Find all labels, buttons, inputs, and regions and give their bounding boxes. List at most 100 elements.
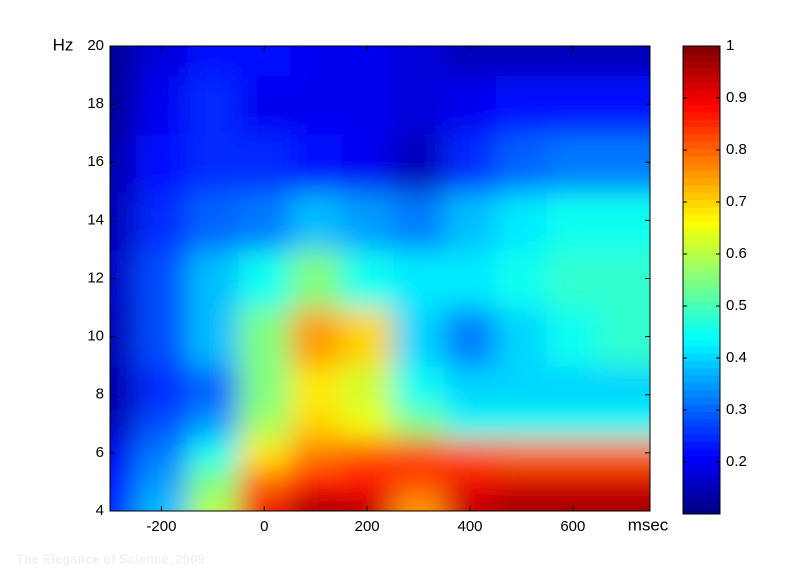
contour-cell xyxy=(238,365,291,411)
colorbar-swatch xyxy=(683,155,720,164)
contour-cell xyxy=(110,409,137,440)
colorbar-swatch xyxy=(683,258,720,266)
contour-cell xyxy=(341,191,394,251)
contour-cell xyxy=(238,133,291,193)
contour-cell xyxy=(187,409,240,440)
contour-cell xyxy=(444,307,497,367)
contour-cell xyxy=(495,496,549,511)
colorbar-swatch xyxy=(683,462,720,471)
colorbar-swatch xyxy=(683,53,720,62)
colorbar-swatch xyxy=(683,433,720,442)
contour-cell xyxy=(290,191,343,251)
colorbar-swatch xyxy=(683,360,720,369)
colorbar-swatch xyxy=(683,104,720,113)
contour-cell xyxy=(341,438,394,469)
colorbar-swatch xyxy=(683,214,720,222)
contour-cell xyxy=(135,409,189,440)
contour-cell xyxy=(392,438,446,469)
colorbar-swatch xyxy=(683,265,720,274)
watermark: The Elegance of Science, 2009 xyxy=(16,551,205,566)
contour-cell xyxy=(598,75,650,135)
contour-cell xyxy=(392,496,446,511)
contour-plot xyxy=(110,46,650,511)
x-axis-label: msec xyxy=(628,515,669,534)
contour-cell xyxy=(187,496,240,511)
y-tick-label: 12 xyxy=(87,269,104,286)
x-tick-label: 400 xyxy=(457,518,482,535)
contour-cell xyxy=(290,496,343,511)
contour-cell xyxy=(444,496,497,511)
contour-cell xyxy=(187,75,240,135)
contour-cell xyxy=(444,249,497,309)
contour-cell xyxy=(598,365,650,411)
colorbar-swatch xyxy=(683,67,720,76)
contour-cell xyxy=(444,467,497,498)
colorbar-swatch xyxy=(683,177,720,186)
colorbar-swatch xyxy=(683,477,720,486)
colorbar-swatch xyxy=(683,301,720,310)
contour-cell xyxy=(598,133,650,193)
contour-cell xyxy=(598,46,650,77)
colorbar-swatch xyxy=(683,345,720,354)
contour-cell xyxy=(495,46,549,77)
contour-cell xyxy=(135,46,189,77)
contour-cell xyxy=(238,438,291,469)
colorbar-swatch xyxy=(683,228,720,237)
contour-cell xyxy=(547,249,600,309)
colorbar-swatch xyxy=(683,506,720,515)
contour-cell xyxy=(547,496,600,511)
colorbar-swatch xyxy=(683,89,720,98)
contour-cell xyxy=(290,467,343,498)
contour-cell xyxy=(495,249,549,309)
contour-cell xyxy=(187,46,240,77)
colorbar-swatch xyxy=(683,499,720,508)
contour-cell xyxy=(135,249,189,309)
contour-cell xyxy=(444,191,497,251)
contour-cell xyxy=(187,365,240,411)
colorbar-frame xyxy=(682,45,721,515)
colorbar-swatch xyxy=(683,199,720,208)
colorbar-swatch xyxy=(683,119,720,127)
colorbar-swatch xyxy=(683,316,720,325)
colorbar-swatch xyxy=(683,141,720,149)
colorbar-swatch xyxy=(683,418,720,427)
colorbar-swatch xyxy=(683,111,720,120)
contour-cell xyxy=(238,75,291,135)
colorbar-swatch xyxy=(683,382,720,391)
contour-cell xyxy=(495,467,549,498)
colorbar xyxy=(683,46,720,515)
colorbar-swatch xyxy=(683,192,720,201)
contour-field xyxy=(110,46,650,511)
contour-cell xyxy=(598,409,650,440)
x-tick-label: 600 xyxy=(560,518,585,535)
contour-cell xyxy=(598,191,650,251)
colorbar-tick-label: 0.9 xyxy=(726,89,747,106)
contour-cell xyxy=(110,438,137,469)
contour-cell xyxy=(495,75,549,135)
y-tick-label: 8 xyxy=(96,386,104,403)
colorbar-tick-label: 0.2 xyxy=(726,453,747,470)
contour-cell xyxy=(444,438,497,469)
y-tick-label: 10 xyxy=(87,328,104,345)
colorbar-swatch xyxy=(683,492,720,500)
contour-cell xyxy=(598,496,650,511)
contour-cell xyxy=(341,409,394,440)
contour-cell xyxy=(598,307,650,367)
contour-cell xyxy=(392,249,446,309)
contour-cell xyxy=(547,133,600,193)
contour-cell xyxy=(341,365,394,411)
colorbar-swatch xyxy=(683,397,720,405)
colorbar-swatch xyxy=(683,440,720,449)
contour-cell xyxy=(598,438,650,469)
contour-cell xyxy=(238,191,291,251)
colorbar-tick-label: 0.8 xyxy=(726,141,747,158)
colorbar-swatch xyxy=(683,75,720,84)
contour-cell xyxy=(341,307,394,367)
contour-cell xyxy=(238,409,291,440)
contour-cell xyxy=(444,409,497,440)
colorbar-swatch xyxy=(683,323,720,332)
colorbar-tick-label: 0.6 xyxy=(726,245,747,262)
contour-cell xyxy=(392,409,446,440)
contour-cell xyxy=(110,496,137,511)
contour-cell xyxy=(341,467,394,498)
